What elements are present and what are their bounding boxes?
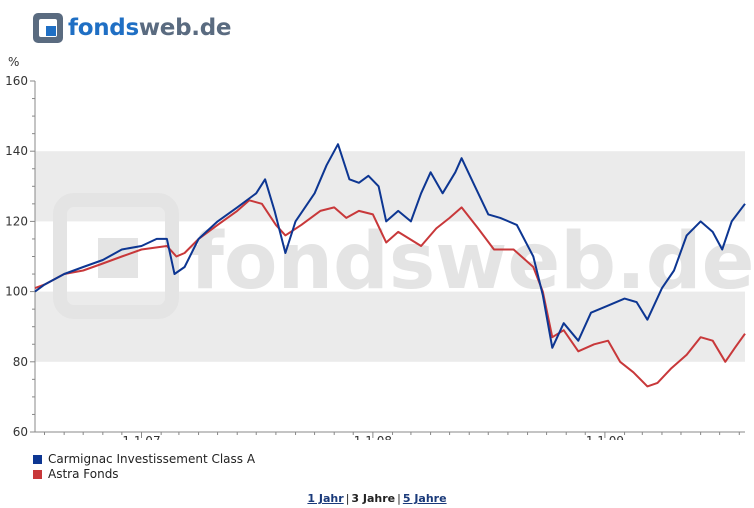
brand-logo: fondsweb.de [33,12,231,44]
legend-swatch-red [33,470,42,479]
brand-name: fondsweb.de [68,13,231,43]
y-tick-label: 60 [13,425,28,439]
brand-name-part1: fonds [68,15,139,41]
legend-label: Astra Fonds [48,467,119,481]
y-tick-label: 120 [5,214,28,228]
watermark-text: fondsweb.de [190,217,754,307]
time-range-selector: 1 Jahr | 3 Jahre | 5 Jahre [0,492,754,505]
range-link-5-years[interactable]: 5 Jahre [402,492,447,505]
y-tick-label: 140 [5,144,28,158]
y-tick-label: 160 [5,74,28,88]
brand-name-part2: web.de [138,15,232,41]
x-tick-label: 1.1.08 [354,434,392,440]
x-tick-label: 1.1.09 [586,434,624,440]
y-tick-label: 80 [13,355,28,369]
watermark-logo-icon [53,193,179,319]
series-line-astra [34,199,746,388]
legend-swatch-blue [33,455,42,464]
grid-band [35,291,745,362]
grid-band [35,151,745,222]
chart-legend: Carmignac Investissement Class A Astra F… [33,452,255,482]
legend-item-astra: Astra Fonds [33,467,255,482]
y-axis-label: % [8,55,19,69]
logo-icon [33,13,63,43]
series-line-carmignac [34,143,746,349]
y-tick-label: 100 [5,285,28,299]
x-tick-label: 1.1.07 [122,434,160,440]
legend-label: Carmignac Investissement Class A [48,452,256,466]
range-link-1-year[interactable]: 1 Jahr [307,492,344,505]
range-link-3-years[interactable]: 3 Jahre [351,492,396,505]
legend-item-carmignac: Carmignac Investissement Class A [33,452,255,467]
performance-chart: fondsweb.de 60 80 100 120 140 160% 1.1.07 1.1.08… [5,55,754,440]
range-separator: | [345,492,350,505]
range-separator: | [397,492,401,505]
